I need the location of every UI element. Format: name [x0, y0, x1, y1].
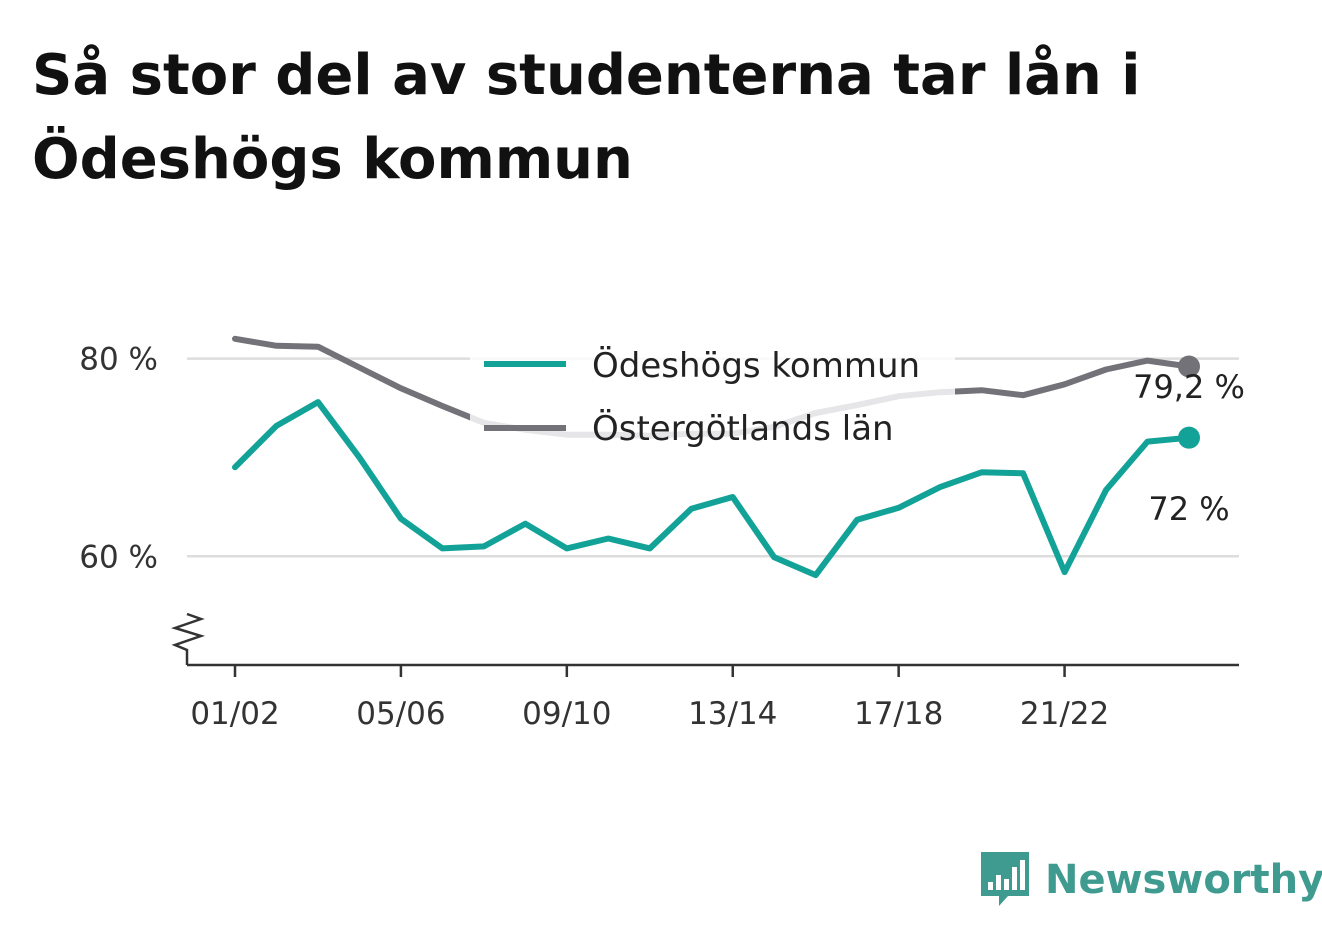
- legend-label-ostergotland: Östergötlands län: [592, 408, 894, 449]
- chart-title: Så stor del av studenterna tar lån i Öde…: [32, 34, 1232, 202]
- x-tick-label: 13/14: [688, 696, 777, 732]
- legend: Ödeshögs kommun Östergötlands län: [470, 333, 955, 463]
- series-line-odeshog: [232, 399, 1192, 579]
- endpoint-marker-odeshog: [1178, 426, 1200, 449]
- x-tick-label: 01/02: [190, 696, 279, 732]
- chart-title-line-2: Ödeshögs kommun: [32, 127, 633, 192]
- x-tick-label: 09/10: [522, 696, 611, 732]
- newsworthy-bar-chart-logo-icon: [981, 852, 1029, 906]
- endpoint-marker-ostergotland: [1178, 355, 1200, 378]
- end-label-ostergotland: 79,2 %: [1133, 368, 1245, 406]
- x-tick-label: 17/18: [854, 696, 943, 732]
- y-tick-label: 80 %: [79, 342, 158, 378]
- x-tick-label: 05/06: [356, 696, 445, 732]
- y-tick-label: 60 %: [79, 539, 158, 575]
- chart-title-line-1: Så stor del av studenterna tar lån i: [32, 43, 1141, 108]
- legend-background: [470, 333, 955, 463]
- x-tick-label: 21/22: [1020, 696, 1109, 732]
- y-axis-ticks: 60 % 80 %: [79, 342, 158, 576]
- legend-label-odeshog: Ödeshögs kommun: [592, 345, 920, 386]
- end-label-odeshog: 72 %: [1148, 490, 1229, 528]
- y-axis-break-icon: [170, 612, 206, 665]
- axes: [170, 612, 1239, 667]
- brand-name: Newsworthy: [1045, 857, 1322, 903]
- x-axis-ticks: 01/02 05/06 09/10 13/14 17/18 21/22: [190, 665, 1109, 732]
- endpoint-markers: [1178, 355, 1200, 449]
- brand-logo: Newsworthy: [981, 850, 1322, 910]
